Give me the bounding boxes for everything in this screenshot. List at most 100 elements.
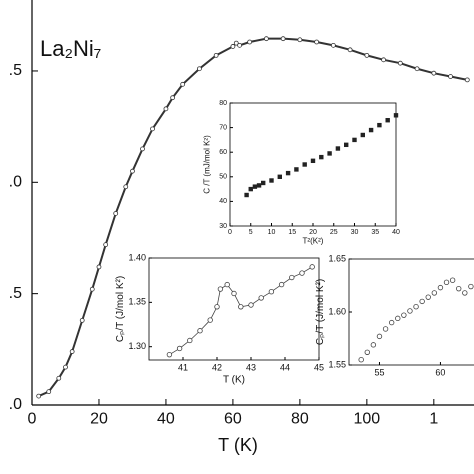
point (294, 167, 299, 172)
point (180, 81, 186, 87)
x-tick-label: 20 (309, 229, 317, 236)
point (360, 132, 365, 138)
y-tick-label: 80 (219, 100, 227, 107)
point (176, 345, 183, 352)
point (395, 315, 401, 322)
point (314, 39, 320, 45)
point (247, 39, 253, 45)
x-tick-label: 15 (288, 229, 296, 236)
y-tick-label: 1.40 (128, 252, 146, 262)
y-axis-label: Cₚ/T (J/mol K²) (115, 276, 126, 342)
x-tick-label: 44 (280, 362, 290, 372)
point (140, 146, 145, 152)
point (397, 60, 403, 66)
x-tick-label: 80 (291, 411, 309, 428)
x-tick-label: 30 (351, 229, 359, 236)
point (187, 337, 193, 344)
x-tick-label: 45 (314, 362, 324, 372)
point (231, 290, 237, 297)
point (319, 154, 324, 160)
point (449, 277, 456, 283)
point (163, 106, 169, 112)
x-axis-label: T (K) (218, 435, 258, 455)
point (414, 66, 420, 72)
y-tick-label: 1.65 (328, 253, 346, 263)
point (358, 357, 364, 363)
y-tick-label: 1.35 (128, 297, 146, 307)
x-tick-label: 55 (374, 367, 384, 377)
y-tick-label: .0 (9, 396, 22, 413)
point (302, 162, 307, 167)
point (248, 302, 254, 308)
point (217, 286, 224, 292)
x-tick-label: 35 (371, 229, 379, 236)
point (370, 342, 377, 348)
point (244, 192, 249, 198)
x-tick-label: 5 (249, 229, 253, 236)
point (401, 312, 407, 318)
x-axis-label: T²(K²) (303, 237, 324, 246)
point (468, 283, 474, 290)
y-tick-label: 1.30 (128, 341, 146, 351)
inset-panel (328, 250, 474, 396)
x-tick-label: 20 (90, 411, 108, 428)
point (407, 308, 413, 314)
point (207, 317, 213, 323)
point (277, 174, 282, 179)
point (248, 186, 253, 192)
x-tick-label: 10 (268, 229, 276, 236)
point (89, 286, 95, 292)
point (230, 44, 236, 49)
point (381, 57, 386, 63)
point (464, 77, 470, 83)
y-tick-label: .0 (9, 174, 22, 191)
y-axis-label: C /T (mJ/mol K²) (203, 135, 212, 194)
y-tick-label: 1.60 (328, 306, 346, 316)
point (36, 393, 42, 399)
point (443, 279, 450, 286)
point (462, 290, 468, 296)
point (224, 281, 230, 288)
point (269, 178, 274, 183)
y-tick-label: .5 (9, 285, 22, 302)
point (258, 295, 264, 301)
point (56, 375, 62, 381)
point (261, 180, 266, 186)
x-tick-label: 60 (224, 411, 242, 428)
point (96, 264, 102, 270)
point (376, 333, 383, 340)
point (289, 274, 295, 281)
point (310, 158, 316, 164)
point (368, 127, 374, 133)
point (413, 304, 419, 310)
point (364, 349, 370, 355)
x-tick-label: 1 (429, 411, 438, 428)
point (335, 146, 341, 151)
x-tick-label: 25 (330, 229, 338, 236)
point (46, 389, 52, 395)
y-tick-label: 50 (219, 174, 227, 181)
y-tick-label: .5 (9, 62, 22, 79)
point (327, 151, 332, 156)
point (347, 47, 353, 53)
x-tick-label: 40 (392, 229, 400, 236)
y-axis-label: Cₚ/T (J/mol K²) (315, 279, 326, 345)
point (79, 317, 85, 323)
point (166, 351, 173, 358)
point (456, 285, 462, 292)
point (63, 364, 68, 370)
annotation: La₂Ni₇ (40, 36, 101, 61)
point (437, 284, 444, 291)
inset-panel (118, 250, 326, 398)
x-tick-label: 42 (212, 362, 222, 372)
point (419, 298, 425, 305)
point (448, 74, 453, 79)
point (123, 184, 129, 190)
point (377, 122, 382, 128)
point (431, 70, 437, 76)
point (197, 328, 203, 334)
point (431, 290, 438, 296)
point (238, 304, 244, 310)
point (130, 168, 135, 174)
